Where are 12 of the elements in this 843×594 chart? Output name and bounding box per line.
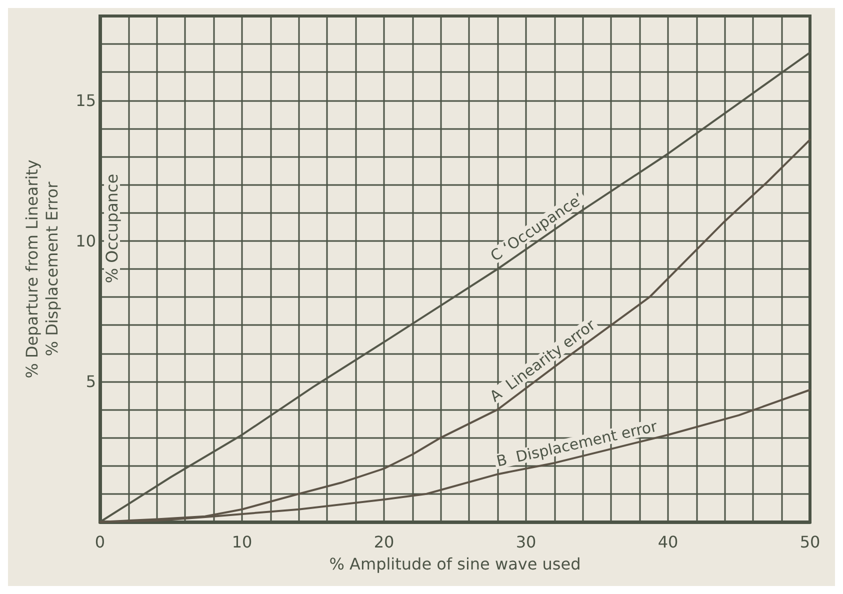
x-axis-title: % Amplitude of sine wave used xyxy=(329,554,581,574)
y-tick-label: 5 xyxy=(86,372,96,391)
x-tick-label: 10 xyxy=(232,532,252,552)
x-tick-label: 20 xyxy=(374,532,394,552)
y-axis-title: % Departure from Linearity % Displacement Error xyxy=(22,160,62,378)
x-tick-label: 0 xyxy=(94,532,106,552)
x-tick-label: 30 xyxy=(516,532,536,552)
annotation: % Occupance xyxy=(102,174,122,284)
x-tick-label: 40 xyxy=(658,532,678,552)
y-tick-label: 15 xyxy=(76,90,96,110)
y-tick-label: 10 xyxy=(76,231,96,250)
x-tick-label: 50 xyxy=(800,532,820,552)
